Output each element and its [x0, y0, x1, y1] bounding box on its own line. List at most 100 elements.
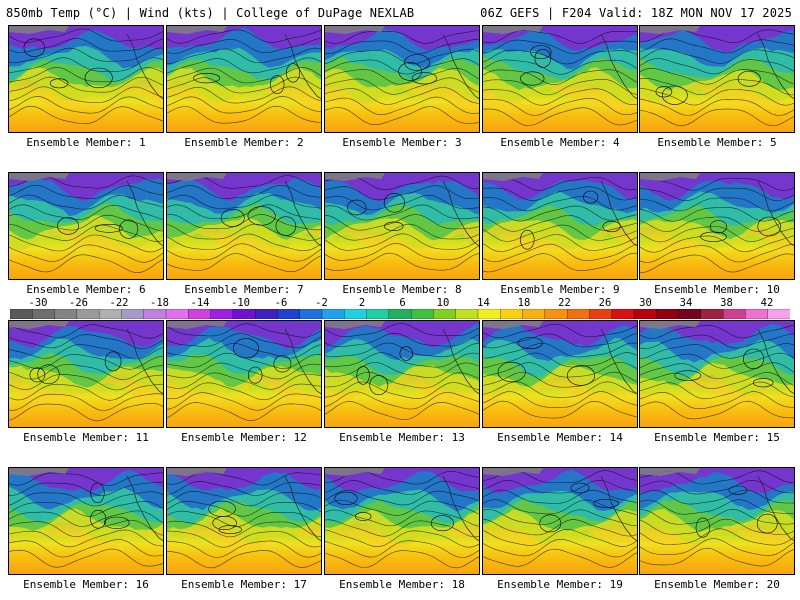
ensemble-map-panel — [166, 25, 322, 133]
closed-contour — [655, 86, 673, 98]
contour-line — [483, 381, 637, 398]
ensemble-map-panel — [324, 467, 480, 575]
coastline — [126, 180, 163, 247]
contour-line — [325, 381, 479, 399]
temperature-map — [640, 173, 794, 279]
contour-line — [483, 205, 637, 222]
colorbar-tick-label: -22 — [109, 297, 129, 309]
land-mask — [640, 26, 700, 34]
closed-contour — [37, 364, 60, 385]
temperature-band — [483, 26, 637, 51]
contour-line — [325, 529, 479, 548]
ensemble-member-label: Ensemble Member: 17 — [181, 578, 307, 591]
colorbar-tick-label: 30 — [639, 297, 652, 309]
coastline — [600, 475, 637, 542]
contour-line — [483, 509, 637, 527]
contour-line — [483, 186, 637, 201]
ensemble-member-label: Ensemble Member: 13 — [339, 431, 465, 444]
colorbar-swatch — [98, 309, 123, 319]
closed-contour — [570, 482, 590, 494]
contour-line — [640, 207, 794, 222]
closed-contour — [247, 366, 263, 384]
closed-contour — [84, 67, 113, 89]
temperature-band — [9, 173, 163, 201]
ensemble-map-panel — [324, 172, 480, 280]
colorbar-swatch — [700, 309, 724, 319]
contour-line — [167, 76, 321, 94]
colorbar-tick-label: 38 — [720, 297, 733, 309]
ensemble-member-label: Ensemble Member: 12 — [181, 431, 307, 444]
contour-line — [9, 373, 163, 391]
contour-line — [9, 47, 163, 63]
colorbar-swatch — [321, 309, 345, 319]
closed-contour — [347, 199, 367, 216]
contour-line — [483, 59, 637, 75]
contour-line — [167, 38, 321, 54]
contour-line — [325, 391, 479, 410]
land-mask — [9, 26, 69, 34]
contour-line — [325, 39, 479, 55]
ensemble-member-label: Ensemble Member: 4 — [500, 136, 620, 149]
temperature-map — [167, 26, 321, 132]
contour-line — [325, 87, 479, 105]
land-mask — [640, 468, 700, 476]
colorbar-swatch — [500, 309, 524, 319]
contour-line — [640, 400, 794, 420]
ensemble-map-panel — [639, 172, 795, 280]
temperature-map — [9, 321, 163, 427]
contour-line — [640, 48, 794, 64]
colorbar-swatch — [722, 309, 747, 319]
temperature-map — [325, 321, 479, 427]
contour-line — [9, 38, 163, 53]
closed-contour — [398, 62, 422, 81]
contour-line — [9, 403, 163, 422]
contour-line — [9, 66, 163, 83]
closed-contour — [193, 72, 220, 84]
closed-contour — [247, 206, 276, 226]
land-mask — [325, 173, 385, 181]
contour-line — [9, 234, 163, 253]
closed-contour — [593, 499, 619, 508]
closed-contour — [90, 482, 105, 503]
coastline — [284, 328, 321, 395]
colorbar-tick-label: -18 — [150, 297, 169, 309]
coastline — [757, 180, 794, 247]
contour-line — [9, 204, 163, 220]
contour-line — [640, 499, 794, 515]
ensemble-member-label: Ensemble Member: 18 — [339, 578, 465, 591]
colorbar-swatch — [232, 309, 256, 319]
contour-line — [167, 490, 321, 507]
ensemble-member-label: Ensemble Member: 2 — [184, 136, 304, 149]
contour-line — [640, 508, 794, 525]
temperature-band — [9, 321, 163, 348]
contour-line — [640, 547, 794, 567]
closed-contour — [369, 375, 389, 396]
ensemble-member-label: Ensemble Member: 3 — [342, 136, 462, 149]
contour-line — [167, 500, 321, 517]
colorbar-tick-label: 2 — [358, 297, 366, 309]
closed-contour — [430, 515, 454, 532]
contour-line — [9, 194, 163, 210]
contour-line — [483, 333, 637, 349]
contour-line — [9, 28, 163, 43]
contour-line — [9, 86, 163, 104]
coastline — [600, 33, 637, 100]
contour-line — [325, 509, 479, 527]
colorbar-swatch — [165, 309, 189, 319]
contour-line — [167, 520, 321, 538]
contour-line — [640, 235, 794, 253]
contour-line — [9, 548, 163, 568]
contour-line — [640, 391, 794, 410]
contour-line — [640, 343, 794, 360]
temperature-band — [483, 173, 637, 200]
colorbar-swatch — [299, 309, 323, 319]
closed-contour — [752, 378, 774, 388]
coastline — [757, 475, 794, 542]
land-mask — [325, 26, 385, 34]
contour-line — [640, 538, 794, 556]
contour-line — [325, 106, 479, 125]
contour-line — [9, 481, 163, 497]
colorbar-tick-label: -30 — [28, 297, 48, 309]
land-mask — [483, 468, 543, 476]
contour-line — [9, 214, 163, 232]
